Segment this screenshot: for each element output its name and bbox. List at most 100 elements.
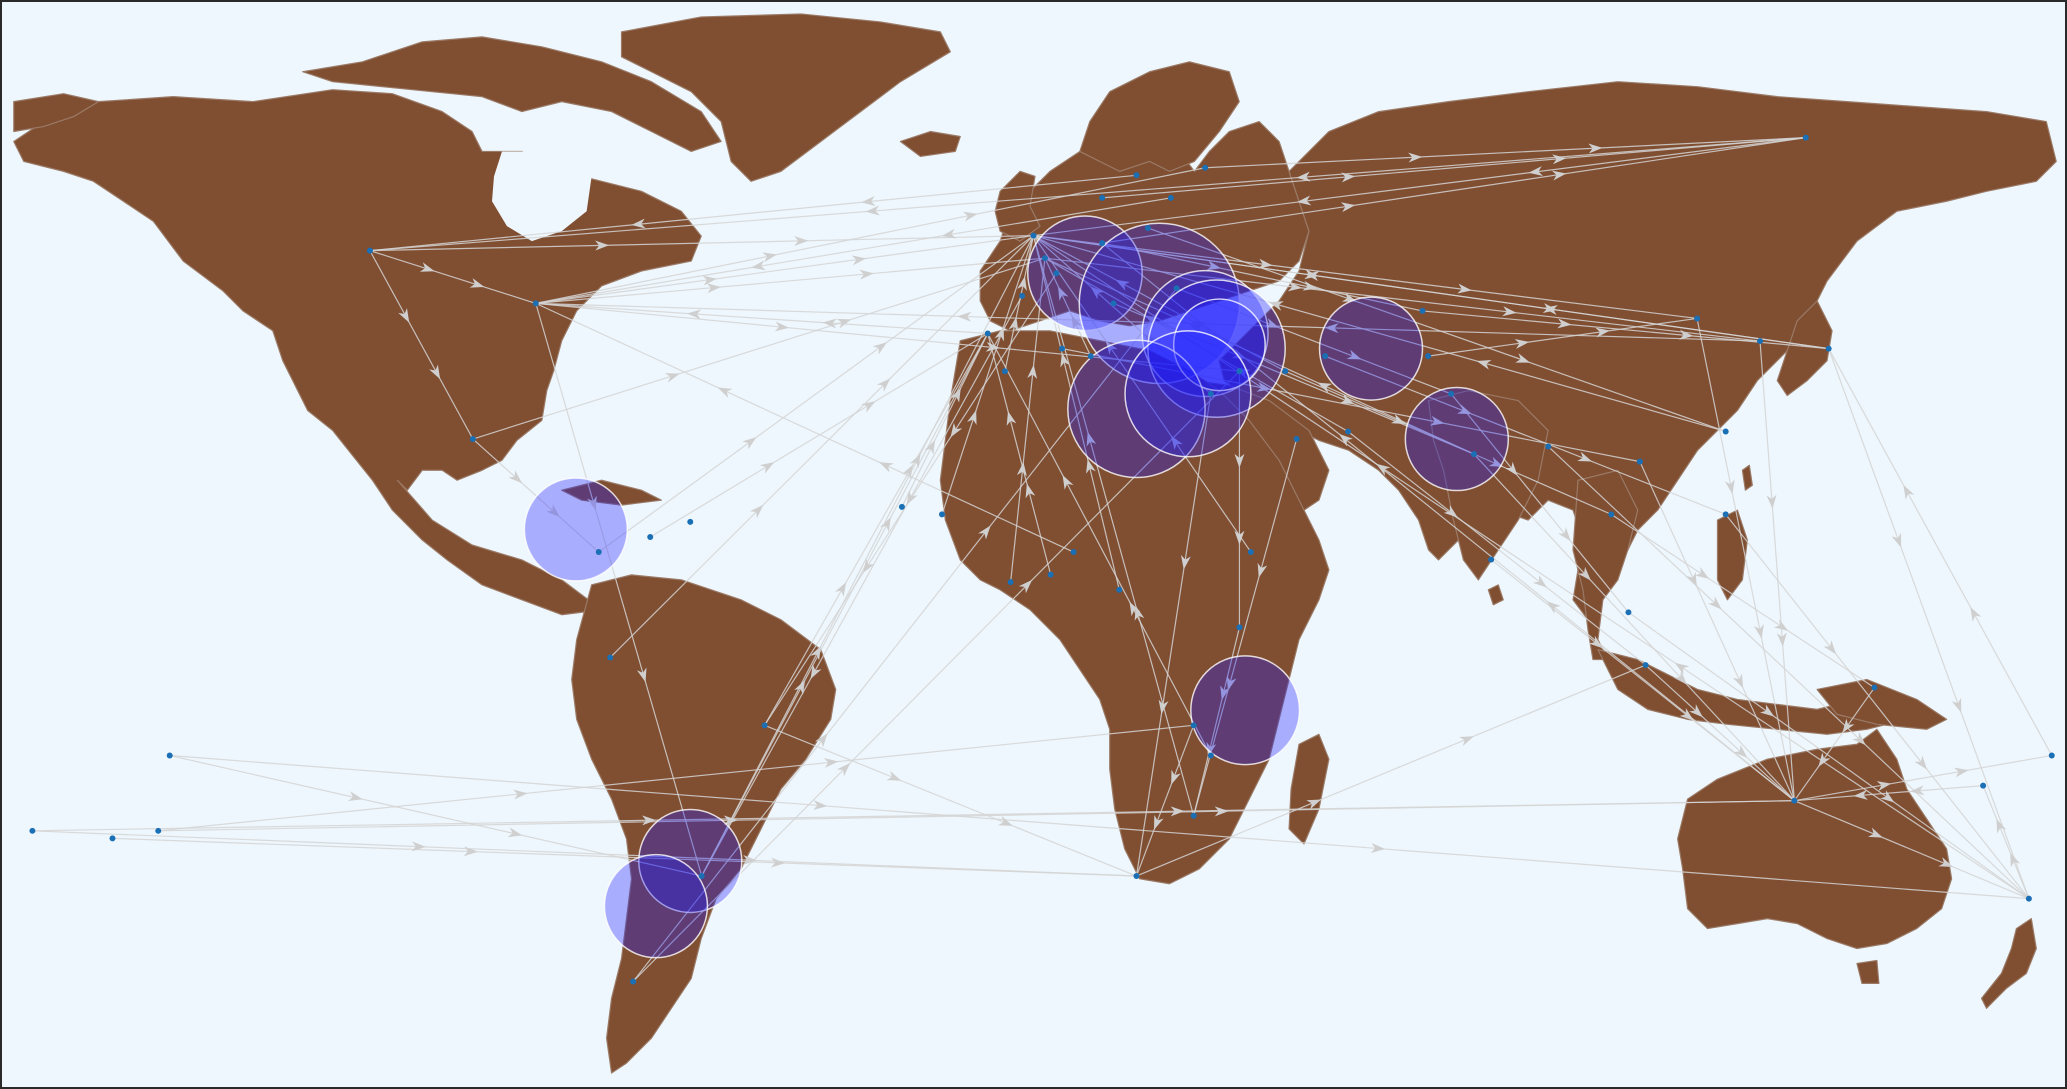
city-node-marker[interactable] <box>366 247 373 254</box>
city-node-marker[interactable] <box>1236 624 1243 631</box>
city-node-marker[interactable] <box>1802 134 1809 141</box>
nodes-layer <box>29 134 2055 985</box>
city-node-marker[interactable] <box>1030 232 1037 239</box>
city-node-marker[interactable] <box>1282 368 1289 375</box>
region-bubble[interactable] <box>1067 339 1206 479</box>
city-node-marker[interactable] <box>1167 194 1174 201</box>
city-node-marker[interactable] <box>1001 368 1008 375</box>
region-bubble[interactable] <box>1190 655 1301 766</box>
migration-flow-line <box>1033 235 1726 433</box>
city-node-marker[interactable] <box>698 873 705 880</box>
city-node-marker[interactable] <box>1144 225 1151 232</box>
region-bubble[interactable] <box>603 853 709 959</box>
flow-arrow-icon <box>1914 755 1928 770</box>
city-node-marker[interactable] <box>1345 428 1352 435</box>
flow-arrow-icon <box>774 321 790 332</box>
city-node-marker[interactable] <box>1007 579 1014 586</box>
flow-arrow-icon <box>1060 352 1071 368</box>
city-node-marker[interactable] <box>1099 194 1106 201</box>
city-node-marker[interactable] <box>1070 549 1077 556</box>
city-node-marker[interactable] <box>1047 571 1054 578</box>
city-node-marker[interactable] <box>1871 684 1878 691</box>
city-node-marker[interactable] <box>687 518 694 525</box>
city-node-marker[interactable] <box>532 300 539 307</box>
city-node-marker[interactable] <box>1470 451 1477 458</box>
migration-flow-line <box>1610 513 1875 689</box>
flow-arrow-icon <box>664 373 680 383</box>
city-node-marker[interactable] <box>166 752 173 759</box>
flow-arrow-icon <box>1376 463 1391 476</box>
city-node-marker[interactable] <box>1545 443 1552 450</box>
city-node-marker[interactable] <box>109 835 116 842</box>
city-node-marker[interactable] <box>1059 345 1066 352</box>
city-node-marker[interactable] <box>647 533 654 540</box>
flow-arrow-icon <box>1105 340 1118 355</box>
city-node-marker[interactable] <box>898 503 905 510</box>
city-node-marker[interactable] <box>1190 722 1197 729</box>
city-node-marker[interactable] <box>1019 292 1026 299</box>
city-node-marker[interactable] <box>1099 240 1106 247</box>
city-node-marker[interactable] <box>1722 428 1729 435</box>
city-node-marker[interactable] <box>1642 662 1649 669</box>
city-node-marker[interactable] <box>2048 752 2055 759</box>
city-node-marker[interactable] <box>1608 511 1615 518</box>
city-node-marker[interactable] <box>1053 270 1060 277</box>
migration-flow-line <box>1136 664 1646 877</box>
city-node-marker[interactable] <box>938 511 945 518</box>
city-node-marker[interactable] <box>984 330 991 337</box>
city-node-marker[interactable] <box>2025 895 2032 902</box>
city-node-marker[interactable] <box>1825 345 1832 352</box>
region-bubble[interactable] <box>1147 279 1286 418</box>
city-node-marker[interactable] <box>1694 315 1701 322</box>
flow-arrow-icon <box>1190 320 1206 332</box>
region-bubble[interactable] <box>1318 296 1424 401</box>
region-bubble[interactable] <box>638 808 743 914</box>
city-node-marker[interactable] <box>1110 300 1117 307</box>
city-node-marker[interactable] <box>1322 353 1329 360</box>
city-node-marker[interactable] <box>1133 172 1140 179</box>
migration-flow-line <box>369 234 1034 252</box>
city-node-marker[interactable] <box>1448 390 1455 397</box>
city-node-marker[interactable] <box>1087 353 1094 360</box>
city-node-marker[interactable] <box>1116 586 1123 593</box>
flow-arrow-icon <box>1443 505 1458 518</box>
city-node-marker[interactable] <box>1207 752 1214 759</box>
city-node-marker[interactable] <box>761 722 768 729</box>
city-node-marker[interactable] <box>1247 549 1254 556</box>
region-bubble[interactable] <box>1172 298 1266 392</box>
region-bubble[interactable] <box>1124 330 1252 458</box>
city-node-marker[interactable] <box>595 549 602 556</box>
city-node-marker[interactable] <box>1980 782 1987 789</box>
city-node-marker[interactable] <box>1173 285 1180 292</box>
greenland-landmass <box>620 13 951 182</box>
city-node-marker[interactable] <box>1625 609 1632 616</box>
city-node-marker[interactable] <box>1791 797 1798 804</box>
city-node-marker[interactable] <box>1202 164 1209 171</box>
city-node-marker[interactable] <box>630 978 637 985</box>
city-node-marker[interactable] <box>1636 458 1643 465</box>
migration-flow-line <box>472 257 1046 440</box>
region-bubble[interactable] <box>523 477 629 582</box>
city-node-marker[interactable] <box>1236 368 1243 375</box>
city-node-marker[interactable] <box>1190 812 1197 819</box>
city-node-marker[interactable] <box>1133 873 1140 880</box>
flow-arrow-icon <box>862 558 875 573</box>
city-node-marker[interactable] <box>1488 556 1495 563</box>
city-node-marker[interactable] <box>1419 307 1426 314</box>
migration-flow-line <box>1102 137 1806 244</box>
city-node-marker[interactable] <box>469 436 476 443</box>
city-node-marker[interactable] <box>29 827 36 834</box>
city-node-marker[interactable] <box>1425 353 1432 360</box>
city-node-marker[interactable] <box>1207 390 1214 397</box>
flow-arrow-icon <box>587 495 597 511</box>
city-node-marker[interactable] <box>1041 255 1048 262</box>
city-node-marker[interactable] <box>1293 436 1300 443</box>
city-node-marker[interactable] <box>607 654 614 661</box>
city-node-marker[interactable] <box>1722 511 1729 518</box>
iceland <box>899 130 961 158</box>
city-node-marker[interactable] <box>1757 338 1764 345</box>
city-node-marker[interactable] <box>155 827 162 834</box>
region-bubble[interactable] <box>1404 386 1510 492</box>
flow-arrow-icon <box>1754 624 1764 639</box>
